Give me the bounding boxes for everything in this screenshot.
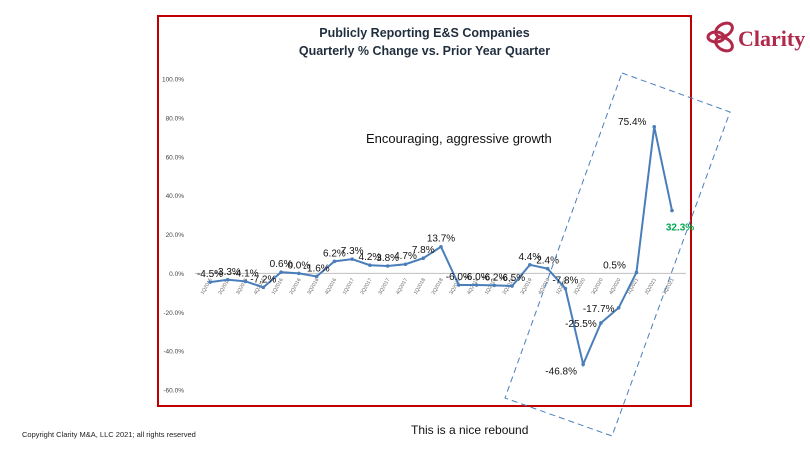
chart-title-line2: Quarterly % Change vs. Prior Year Quarte… <box>298 44 551 58</box>
x-tick-label: 4Q2016 <box>324 277 338 296</box>
data-label: 7.3% <box>341 246 364 257</box>
x-tick-label: 2Q2018 <box>431 277 445 296</box>
data-label: 0.5% <box>603 260 626 271</box>
data-point <box>261 285 266 290</box>
x-tick-label: 4Q2020 <box>608 277 622 296</box>
data-point <box>670 208 674 213</box>
data-label: -4.1% <box>232 268 258 279</box>
data-label: -4.5% <box>197 269 223 280</box>
data-point <box>510 284 514 288</box>
x-tick-label: 3Q2016 <box>306 277 320 296</box>
data-point <box>456 283 461 287</box>
caption-text: This is a nice rebound <box>411 423 529 437</box>
data-label: 3.8% <box>376 253 399 264</box>
y-tick-label: 60.0% <box>166 154 185 161</box>
data-point <box>492 283 497 288</box>
y-tick-label: 80.0% <box>166 115 185 122</box>
data-label: 32.3% <box>666 223 694 234</box>
data-point <box>368 263 372 268</box>
y-tick-label: -60.0% <box>163 388 184 395</box>
data-point <box>439 244 443 249</box>
y-tick-label: -20.0% <box>163 310 184 317</box>
x-tick-label: 3Q2017 <box>377 277 391 296</box>
data-label: -6.0% <box>446 272 472 283</box>
x-tick-label: 1Q2017 <box>342 277 356 296</box>
logo-text: Clarity <box>738 26 806 51</box>
y-tick-label: 100.0% <box>162 77 184 84</box>
data-point <box>599 321 603 325</box>
x-tick-label: 2Q2016 <box>288 277 302 296</box>
x-tick-label: 3Q2020 <box>591 277 605 296</box>
data-label: 0.6% <box>270 259 293 270</box>
y-tick-label: 40.0% <box>166 193 185 200</box>
data-label: 4.4% <box>518 252 541 263</box>
data-point <box>279 270 283 275</box>
y-tick-label: -40.0% <box>163 349 184 356</box>
data-point <box>332 259 337 264</box>
data-label: 2.4% <box>536 256 559 267</box>
data-point <box>616 305 621 310</box>
data-label: -7.8% <box>552 276 578 287</box>
data-label: -6.0% <box>463 272 489 283</box>
copyright-text: Copyright Clarity M&A, LLC 2021; all rig… <box>22 430 196 439</box>
annotation-text: Encouraging, aggressive growth <box>366 131 552 146</box>
chart-frame <box>157 15 692 407</box>
chart-title-line1: Publicly Reporting E&S Companies <box>319 26 530 40</box>
data-point <box>385 264 390 268</box>
data-label: -6.2% <box>481 272 507 283</box>
data-point <box>225 277 230 282</box>
data-label: 4.7% <box>394 251 417 262</box>
data-point <box>474 283 479 287</box>
data-label: 4.2% <box>359 252 382 263</box>
data-point <box>208 280 212 284</box>
data-point <box>314 274 319 279</box>
data-point <box>634 270 639 275</box>
data-label: -1.6% <box>304 263 330 274</box>
data-point <box>652 125 657 129</box>
x-tick-label: 4Q2019 <box>537 277 551 296</box>
data-point <box>243 279 248 284</box>
data-label: 6.2% <box>323 248 346 259</box>
data-point <box>563 286 568 291</box>
x-tick-label: 2Q2017 <box>360 277 374 296</box>
data-point <box>350 257 354 261</box>
data-label: 13.7% <box>427 234 455 245</box>
data-point <box>297 271 301 276</box>
data-point <box>545 266 550 271</box>
data-label: 0.0% <box>287 260 310 271</box>
data-label: -7.2% <box>250 274 276 285</box>
chart-title: Publicly Reporting E&S Companies Quarter… <box>157 24 692 60</box>
x-tick-label: 1Q2018 <box>413 277 427 296</box>
x-tick-label: 4Q2017 <box>395 277 409 296</box>
data-label: -25.5% <box>565 319 597 330</box>
data-label: -3.3% <box>215 267 241 278</box>
data-label: -46.8% <box>545 366 577 377</box>
data-point <box>403 262 408 267</box>
data-label: -17.7% <box>583 304 615 315</box>
data-point <box>421 256 426 261</box>
y-tick-label: 0.0% <box>169 271 184 278</box>
x-tick-label: 2Q2021 <box>644 277 658 296</box>
data-label: -6.5% <box>499 273 525 284</box>
y-tick-label: 20.0% <box>166 232 185 239</box>
logo-icon <box>706 21 734 53</box>
data-label: 7.8% <box>412 245 435 256</box>
data-point <box>581 362 585 367</box>
data-point <box>528 263 532 267</box>
data-label: 75.4% <box>618 117 646 128</box>
